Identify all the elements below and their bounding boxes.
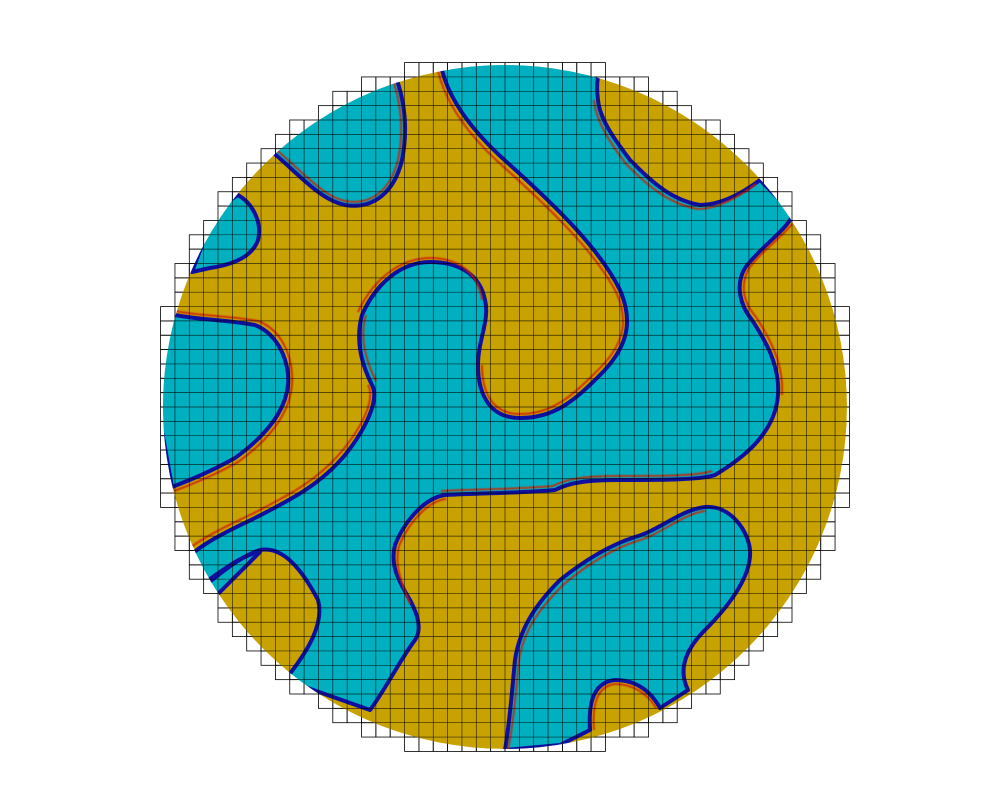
mesh-cell bbox=[820, 535, 836, 551]
mesh-cell bbox=[805, 564, 822, 580]
mesh-cell bbox=[777, 607, 793, 623]
region-top-center-band bbox=[173, 65, 797, 712]
region-small-left bbox=[190, 193, 261, 274]
mesh-cell bbox=[834, 492, 850, 508]
mesh-cell bbox=[705, 679, 721, 695]
mesh-cell bbox=[590, 736, 606, 752]
interface-rims bbox=[173, 65, 793, 749]
mesh-cell bbox=[633, 722, 649, 738]
mesh-cell bbox=[662, 707, 678, 724]
region-left-middle bbox=[163, 313, 291, 489]
region-bottom-right bbox=[503, 504, 753, 749]
